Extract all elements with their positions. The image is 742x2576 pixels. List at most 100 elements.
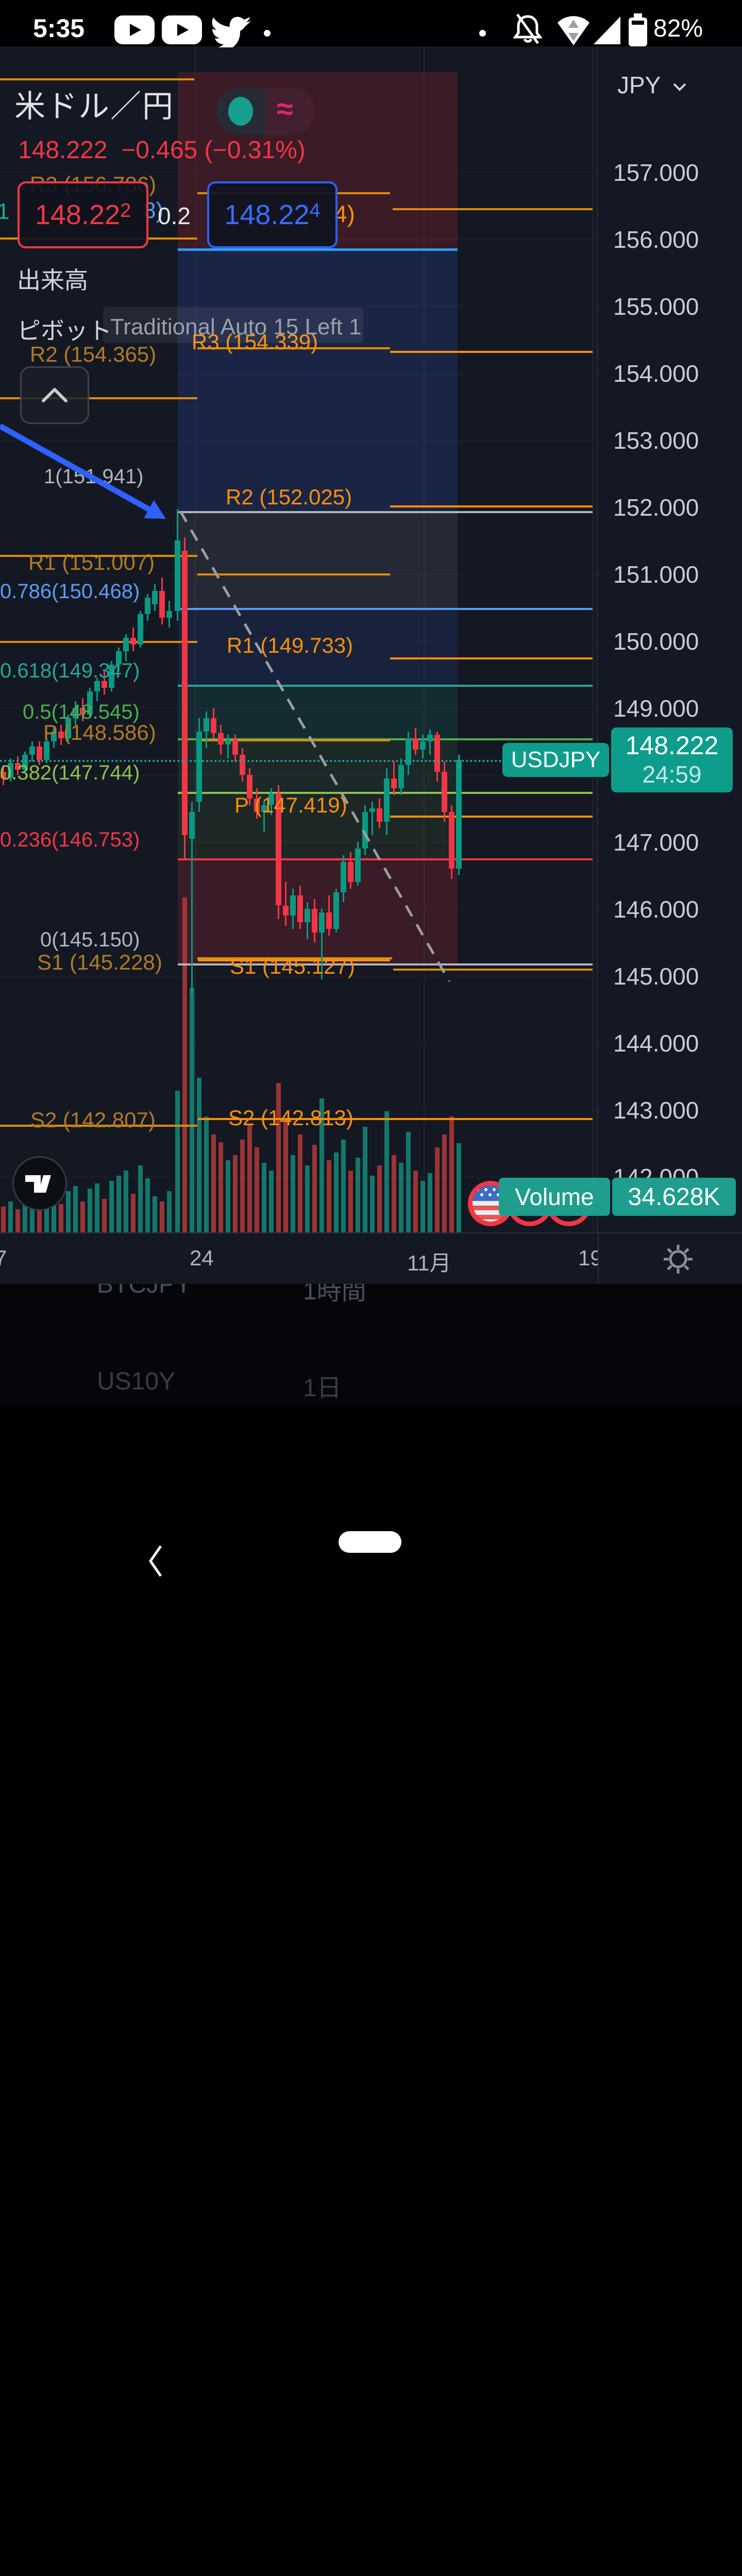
- candle-body: [449, 811, 454, 869]
- candle-body: [434, 735, 440, 772]
- price-tick: 150.000: [613, 628, 699, 655]
- time-axis[interactable]: 7 24 11月 19:: [0, 1232, 598, 1285]
- pivot-label: P (148.586): [43, 720, 156, 744]
- twitter-icon: [212, 16, 251, 47]
- time-tick: 11月: [407, 1251, 451, 1275]
- price-tick: 151.000: [613, 561, 699, 588]
- pivot-legend-label[interactable]: ピボット: [17, 317, 112, 344]
- time-tick: 19:: [578, 1246, 598, 1270]
- chart-plot[interactable]: 1(151.941)0.786(150.468)0.618(149.347)0.…: [0, 46, 597, 1232]
- notification-dot: [264, 30, 271, 37]
- volume-bar: [175, 1091, 180, 1232]
- h-gridline: [0, 172, 597, 173]
- volume-bar: [334, 1153, 339, 1232]
- volume-bar: [37, 1207, 42, 1232]
- fib-line: [178, 511, 593, 513]
- volume-bar: [73, 1186, 78, 1232]
- candle-body: [116, 651, 122, 665]
- candle-wick: [285, 882, 286, 926]
- candle-body: [232, 740, 238, 755]
- candle-body: [166, 611, 172, 618]
- pivot-label: S1 (145.228): [37, 950, 162, 974]
- ghost-symbol: US10Y: [97, 1368, 176, 1395]
- volume-indicator-tag: Volume: [499, 1178, 610, 1216]
- candle-body: [290, 895, 296, 916]
- candle-body: [102, 681, 107, 688]
- price-change: −0.465 (−0.31%): [121, 137, 306, 164]
- v-gridline: [424, 46, 425, 1232]
- current-price-line: [0, 760, 597, 762]
- pivot-line-segment: [0, 397, 197, 399]
- pivot-line: [197, 573, 390, 575]
- trendline-layer: [0, 423, 451, 982]
- candle-body: [276, 793, 281, 906]
- gear-icon[interactable]: [662, 1243, 695, 1276]
- pivot-line-segment: [0, 641, 197, 643]
- candle-body: [326, 912, 332, 929]
- volume-bar: [312, 1145, 317, 1232]
- symbol-title[interactable]: 米ドル／円: [14, 89, 174, 124]
- candle-body: [211, 718, 216, 734]
- candle-body: [22, 755, 28, 770]
- candle-body: [391, 778, 397, 788]
- current-price-value: 148.222: [625, 731, 719, 760]
- candle-body: [333, 892, 339, 929]
- volume-bar: [131, 1194, 136, 1232]
- fib-line: [178, 963, 593, 965]
- candle-body: [297, 895, 303, 922]
- volume-bar: [255, 1147, 259, 1232]
- pivot-line: [197, 739, 390, 741]
- pivot-line: [390, 351, 593, 353]
- volume-bar: [377, 1165, 382, 1232]
- volume-bar: [52, 1194, 56, 1232]
- volume-bar: [124, 1171, 128, 1232]
- candle-body: [152, 590, 158, 604]
- fib-band: [178, 792, 458, 858]
- collapse-legend-button[interactable]: [20, 366, 89, 424]
- volume-bar: [291, 1155, 295, 1232]
- fib-band: [178, 858, 458, 963]
- candle-body: [73, 708, 78, 718]
- pivot-label: R1 (151.007): [28, 550, 155, 574]
- candle-body: [51, 731, 57, 741]
- pivot-label: S2 (142.807): [30, 1108, 156, 1132]
- volume-bar: [356, 1158, 360, 1232]
- fib-line: [178, 685, 593, 687]
- ask-button[interactable]: 148.224: [207, 181, 338, 248]
- volume-bar: [341, 1140, 346, 1232]
- price-axis[interactable]: JPY 157.000 156.000 155.000 154.000 153.000 1…: [597, 46, 742, 1232]
- v-gridline: [195, 46, 196, 1232]
- volume-bar: [190, 988, 194, 1232]
- volume-bar: [138, 1165, 143, 1232]
- pivot-legend-settings[interactable]: Traditional Auto 15 Left 1: [110, 314, 362, 340]
- price-tick: 147.000: [613, 829, 699, 856]
- back-chevron[interactable]: [142, 1543, 168, 1579]
- market-state-pill[interactable]: ≈: [216, 88, 315, 135]
- price-arrow-icon: ↓: [453, 747, 465, 773]
- volume-bar: [348, 1171, 353, 1232]
- volume-legend-label[interactable]: 出来高: [17, 267, 88, 294]
- tradingview-logo[interactable]: [12, 1156, 67, 1211]
- candle-body: [65, 718, 71, 738]
- home-indicator[interactable]: [339, 1531, 401, 1553]
- pivot-label: R2 (152.025): [226, 485, 352, 509]
- fib-label: 0.618(149.347): [0, 659, 140, 682]
- candle-body: [413, 738, 418, 750]
- candle-body: [37, 747, 42, 760]
- candle-body: [109, 664, 114, 688]
- volume-bar: [449, 1116, 454, 1232]
- price-tick: 149.000: [613, 695, 699, 722]
- bid-button[interactable]: 148.222: [18, 181, 148, 248]
- ask-price: 148.224: [224, 199, 321, 230]
- volume-bar: [247, 1124, 252, 1232]
- volume-bar: [167, 1191, 172, 1232]
- fib-band: [178, 248, 458, 511]
- candle-body: [196, 731, 202, 802]
- candle-body: [420, 741, 426, 750]
- volume-bar: [95, 1183, 99, 1232]
- currency-selector[interactable]: JPY: [617, 71, 688, 99]
- volume-bar: [15, 1209, 20, 1232]
- chevron-up-icon: [42, 388, 68, 402]
- fib-band: [178, 511, 458, 608]
- pivot-line: [390, 505, 593, 507]
